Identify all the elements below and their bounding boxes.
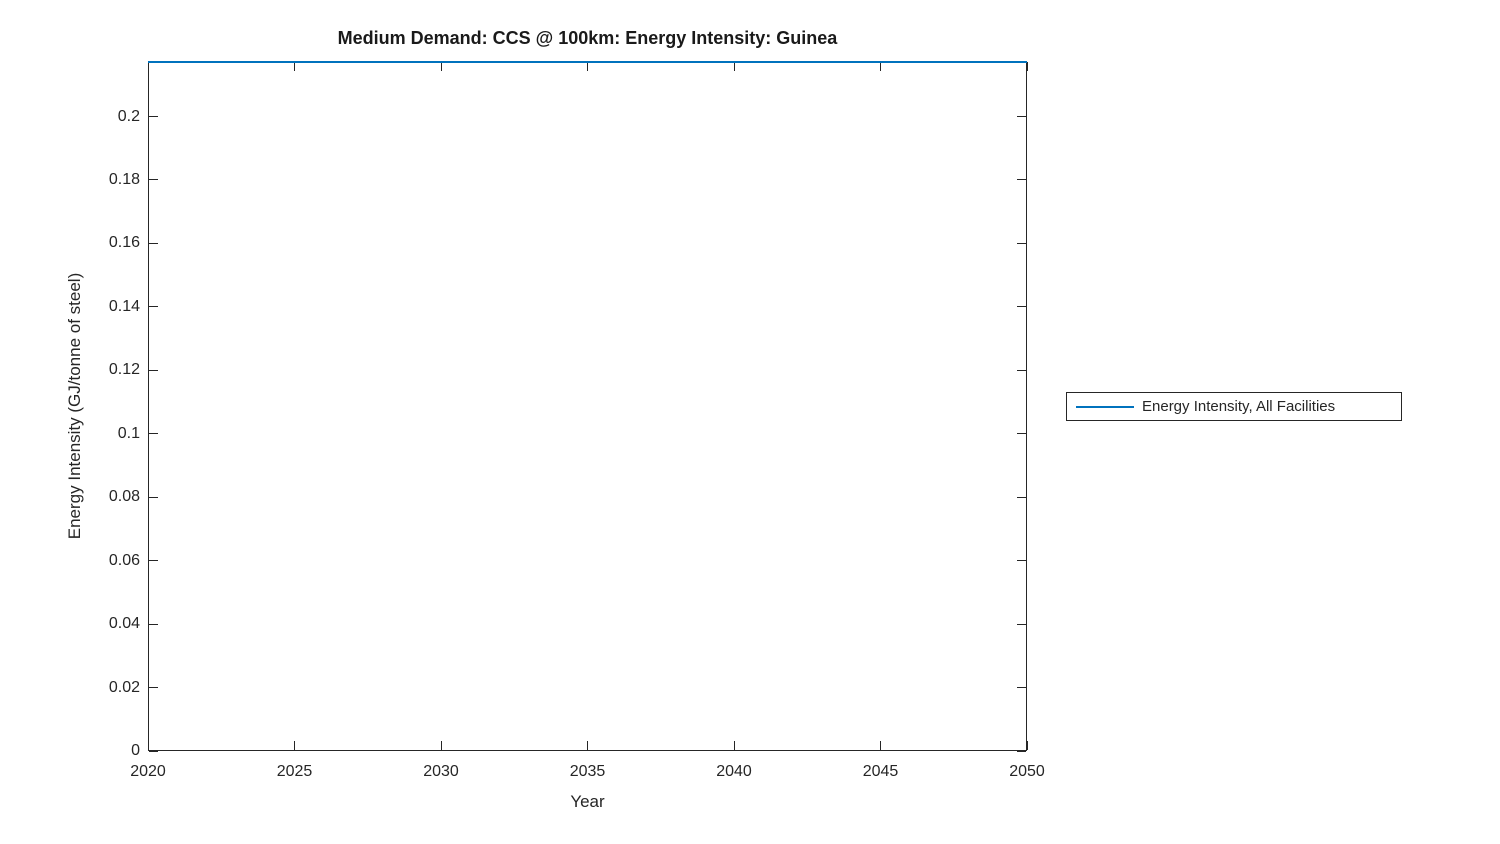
- y-tick-label: 0: [131, 742, 140, 759]
- y-tick-label: 0.18: [108, 170, 140, 188]
- x-tick-label: 2025: [276, 763, 313, 780]
- x-tick: [440, 741, 442, 750]
- y-tick-right: [1017, 179, 1026, 181]
- y-tick-label: 0.16: [108, 234, 140, 252]
- y-tick: [149, 433, 158, 435]
- y-tick-label: 0.2: [117, 107, 140, 125]
- y-tick: [149, 750, 158, 752]
- legend-entry-label: Energy Intensity, All Facilities: [1142, 398, 1336, 415]
- y-tick-right: [1017, 306, 1026, 308]
- y-tick-right: [1017, 242, 1026, 244]
- x-axis-label: Year: [570, 792, 605, 811]
- y-tick-right: [1017, 496, 1026, 498]
- y-tick: [149, 623, 158, 625]
- x-tick: [294, 741, 295, 750]
- y-tick: [149, 242, 158, 244]
- legend-line-sample: [1076, 405, 1134, 408]
- x-tick-top: [587, 62, 588, 71]
- y-tick: [149, 560, 158, 562]
- y-tick-right: [1017, 369, 1026, 371]
- x-tick-label: 2050: [1009, 763, 1045, 780]
- x-tick-top: [440, 62, 442, 71]
- y-tick-right: [1017, 687, 1026, 689]
- x-tick-label: 2040: [716, 763, 752, 780]
- x-tick-top: [880, 62, 881, 71]
- legend: Energy Intensity, All Facilities: [1066, 392, 1402, 421]
- y-tick-label: 0.02: [108, 678, 140, 696]
- x-tick-label: 2020: [130, 763, 166, 780]
- y-tick-label: 0.08: [108, 488, 140, 506]
- y-tick-label: 0.1: [117, 424, 140, 442]
- y-tick: [149, 369, 158, 371]
- x-tick-label: 2030: [423, 763, 459, 780]
- x-tick-label: 2045: [862, 763, 899, 780]
- y-tick-label: 0.04: [108, 615, 140, 633]
- x-tick: [880, 741, 881, 750]
- y-tick: [149, 306, 158, 308]
- y-tick-label: 0.14: [108, 297, 140, 315]
- y-tick-right: [1017, 116, 1026, 118]
- x-tick-top: [1026, 62, 1028, 71]
- x-tick-top: [733, 62, 735, 71]
- y-tick: [149, 116, 158, 118]
- x-tick: [1026, 741, 1028, 750]
- x-tick-top: [147, 62, 149, 71]
- x-tick: [587, 741, 588, 750]
- y-tick-right: [1017, 623, 1026, 625]
- y-tick-right: [1017, 560, 1026, 562]
- y-tick-right: [1017, 433, 1026, 435]
- x-tick: [147, 741, 149, 750]
- series-line-energy-intensity: [148, 60, 1027, 63]
- y-tick: [149, 687, 158, 689]
- y-tick-right: [1017, 750, 1026, 752]
- x-tick: [733, 741, 735, 750]
- y-tick: [149, 496, 158, 498]
- x-tick-top: [294, 62, 295, 71]
- chart-title: Medium Demand: CCS @ 100km: Energy Inten…: [337, 28, 838, 48]
- plot-area: [148, 61, 1027, 751]
- y-tick-label: 0.06: [108, 551, 140, 569]
- y-tick: [149, 179, 158, 181]
- y-axis-label: Energy Intensity (GJ/tonne of steel): [65, 272, 84, 540]
- y-tick-label: 0.12: [108, 361, 140, 379]
- x-tick-label: 2035: [569, 763, 606, 780]
